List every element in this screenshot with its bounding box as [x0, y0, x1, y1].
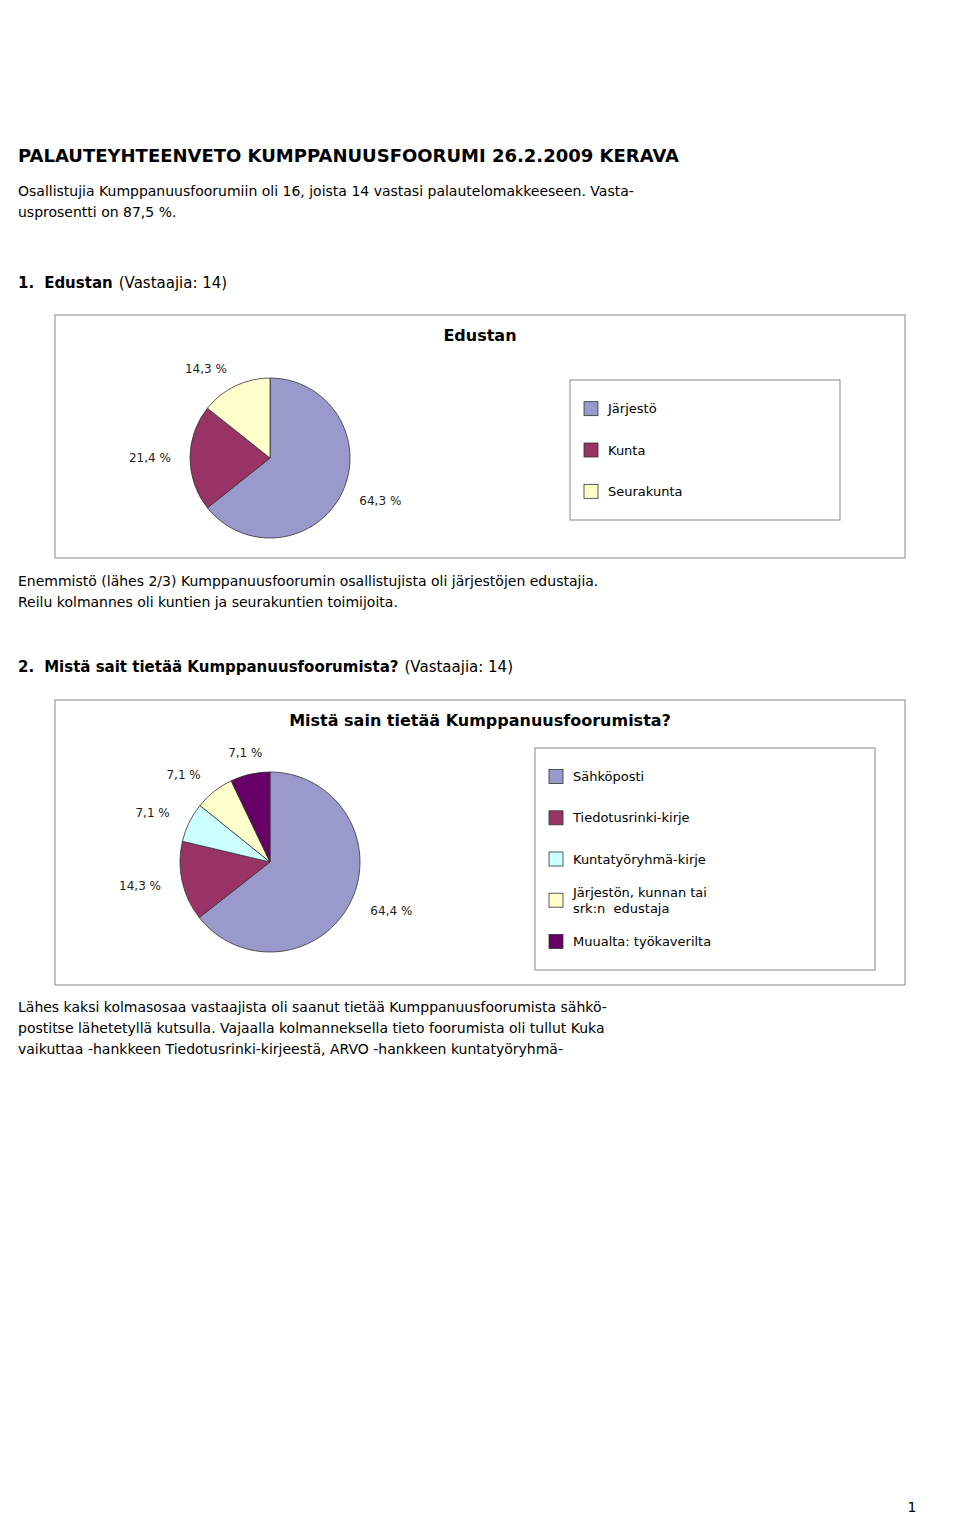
legend-frame	[535, 748, 875, 970]
legend-swatch	[549, 770, 563, 784]
legend-entry: Tiedotusrinki-kirje	[572, 810, 690, 825]
legend-entry: Järjestö	[607, 401, 657, 416]
chart-frame	[55, 315, 905, 558]
legend-entry-line: Sähköposti	[573, 769, 644, 784]
bottom-text: postitse lähetetyllä kutsulla. Vajaalla …	[18, 1020, 605, 1036]
data-label: 7,1 %	[166, 768, 200, 782]
between-text: Enemmistö (lähes 2/3) Kumppanuusfoorumin…	[18, 573, 598, 589]
legend-swatch	[584, 484, 598, 498]
legend-entry: Järjestön, kunnan taisrk:n edustaja	[572, 885, 707, 916]
legend-entry: Kunta	[608, 443, 645, 458]
background	[0, 0, 960, 1534]
intro-text: Osallistujia Kumppanuusfoorumiin oli 16,…	[18, 183, 634, 199]
legend-swatch	[549, 811, 563, 825]
legend-entry: Sähköposti	[573, 769, 644, 784]
chart: 2. Mistä sait tietää Kumppanuusfoorumista…	[18, 658, 905, 985]
legend: Sähköposti Tiedotusrinki-kirje Kuntatyöryh…	[535, 748, 875, 970]
pie: 64,4 % 14,3 % 7,1 % 7,1 % 7,1 %	[119, 746, 412, 952]
bottom-text: vaikuttaa -hankkeen Tiedotusrinki-kirjee…	[18, 1041, 563, 1057]
legend-entry-line: Seurakunta	[608, 484, 682, 499]
page-number: 1	[908, 1499, 917, 1515]
bottom-text: Lähes kaksi kolmasosaa vastaajista oli s…	[18, 999, 607, 1015]
section-heading: 1. Edustan (Vastaajia: 14)	[18, 274, 227, 292]
section-number: 1.	[18, 274, 34, 292]
legend: Järjestö Kunta Seurakunta	[570, 380, 840, 520]
legend-entry: Kuntatyöryhmä-kirje	[573, 852, 706, 867]
legend-swatch	[549, 852, 563, 866]
section-heading: 2. Mistä sait tietää Kumppanuusfoorumista…	[18, 658, 513, 676]
legend-swatch	[584, 402, 598, 416]
data-label: 64,3 %	[359, 494, 401, 508]
section-title: Mistä sait tietää Kumppanuusfoorumista?	[44, 658, 398, 676]
legend-swatch	[584, 443, 598, 457]
data-label: 7,1 %	[228, 746, 262, 760]
chart-frame	[55, 700, 905, 985]
section-note: (Vastaajia: 14)	[405, 658, 514, 676]
legend-entry-line: srk:n edustaja	[573, 901, 669, 916]
section-number: 2.	[18, 658, 34, 676]
data-label: 64,4 %	[370, 904, 412, 918]
legend-entry-line: Kuntatyöryhmä-kirje	[573, 852, 706, 867]
chart: 1. Edustan (Vastaajia: 14) Edustan 64,3 % 21,…	[18, 274, 905, 558]
pie-slice	[231, 772, 270, 862]
legend-entry: Seurakunta	[608, 484, 682, 499]
data-label: 14,3 %	[185, 362, 227, 376]
legend-frame	[570, 380, 840, 520]
between-text: Reilu kolmannes oli kuntien ja seurakunt…	[18, 594, 398, 610]
data-label: 14,3 %	[119, 879, 161, 893]
chart-title: Edustan	[443, 326, 516, 345]
chart-title: Mistä sain tietää Kumppanuusfoorumista?	[289, 711, 671, 730]
legend-entry-line: Kunta	[608, 443, 645, 458]
legend-entry-line: Tiedotusrinki-kirje	[572, 810, 690, 825]
section-note: (Vastaajia: 14)	[119, 274, 228, 292]
legend-swatch	[549, 934, 563, 948]
pie-slice	[207, 378, 270, 458]
data-label: 21,4 %	[129, 451, 171, 465]
legend-entry: Muualta: työkaverilta	[573, 934, 711, 949]
legend-entry-line: Järjestön, kunnan tai	[572, 885, 707, 900]
pie: 64,3 % 21,4 % 14,3 %	[129, 362, 401, 538]
section-title: Edustan	[44, 274, 113, 292]
page: PALAUTEYHTEENVETO KUMPPANUUSFOORUMI 26.2…	[0, 0, 960, 1534]
data-label: 7,1 %	[135, 806, 169, 820]
legend-swatch	[549, 893, 563, 907]
intro-text: usprosentti on 87,5 %.	[18, 204, 176, 220]
legend-entry-line: Muualta: työkaverilta	[573, 934, 711, 949]
legend-entry-line: Järjestö	[607, 401, 657, 416]
page-title: PALAUTEYHTEENVETO KUMPPANUUSFOORUMI 26.2…	[18, 145, 679, 166]
